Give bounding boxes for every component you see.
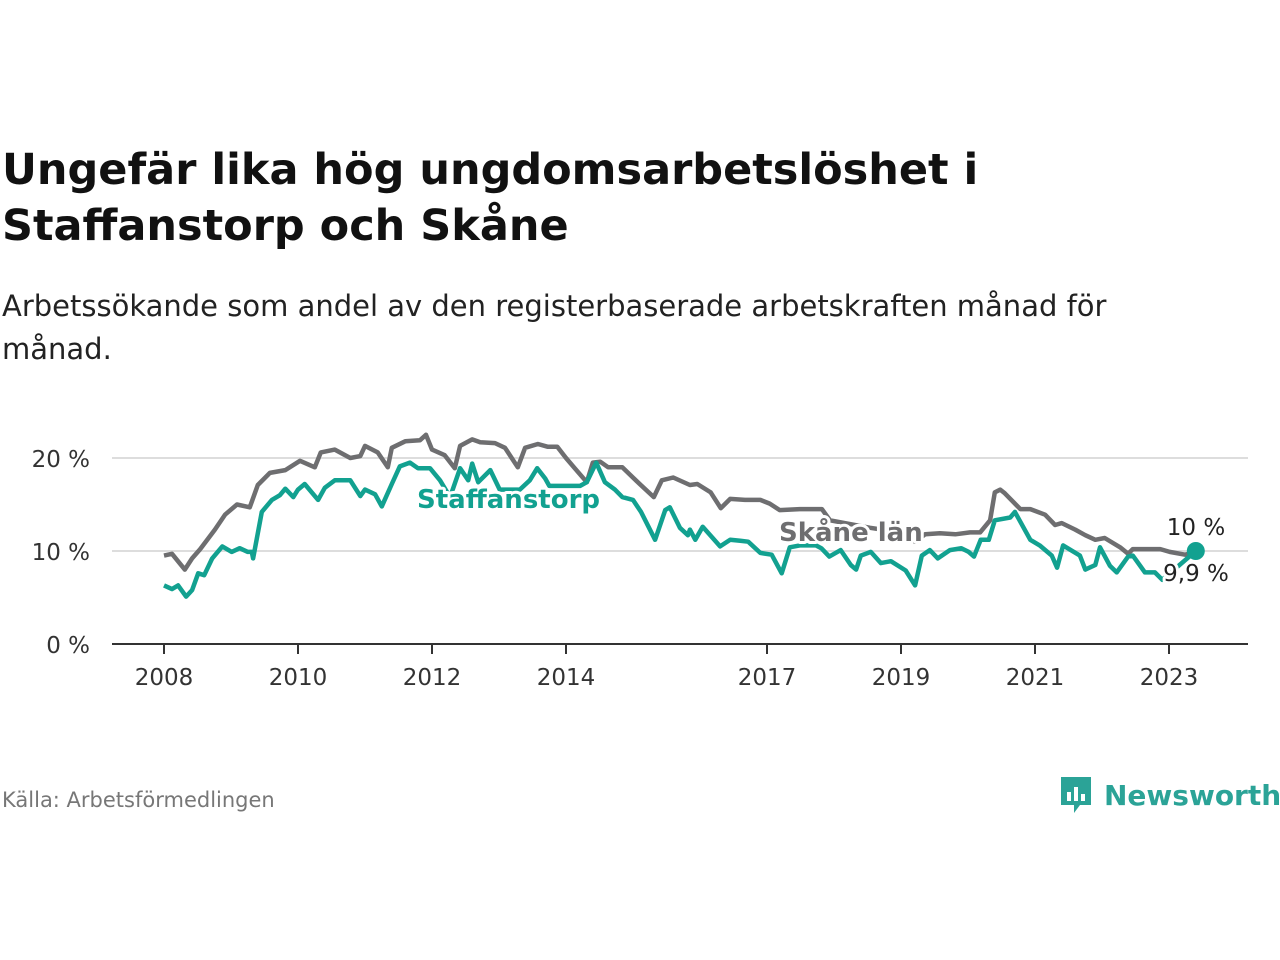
x-tick-label: 2017 — [738, 665, 797, 691]
series-lines — [163, 432, 1205, 599]
series-labels: Staffanstorp Skåne län 10 % 9,9 % — [414, 482, 1232, 590]
chart-title: Ungefär lika hög ungdomsarbetslöshet i S… — [2, 145, 979, 251]
end-point-dot — [1186, 542, 1205, 560]
bar-chart-logo-icon — [1061, 777, 1091, 813]
end-value-skane: 9,9 % — [1163, 561, 1229, 587]
series-line-staffanstorp — [163, 460, 1198, 599]
series-line-skane — [163, 432, 1197, 572]
x-tick-label: 2023 — [1140, 665, 1199, 691]
y-tick-label: 10 % — [32, 540, 90, 566]
end-value-staffanstorp: 10 % — [1167, 515, 1225, 541]
x-tick-label: 2021 — [1006, 665, 1065, 691]
y-axis: 0 % 10 % 20 % — [32, 447, 90, 659]
x-tick-label: 2010 — [269, 665, 328, 691]
series-label-staffanstorp: Staffanstorp — [417, 485, 600, 515]
x-tick-label: 2014 — [537, 665, 596, 691]
brand-name: Newsworthy — [1104, 778, 1280, 812]
source-note: Källa: Arbetsförmedlingen — [2, 788, 275, 812]
x-tick-label: 2008 — [135, 665, 194, 691]
y-tick-label: 0 % — [46, 633, 90, 659]
x-tick-label: 2019 — [872, 665, 931, 691]
gridlines — [112, 457, 1248, 552]
newsworthy-logo[interactable]: Newsworthy — [1058, 774, 1280, 816]
chart-subtitle: Arbetssökande som andel av den registerb… — [2, 289, 1107, 366]
y-tick-label: 20 % — [32, 447, 90, 473]
series-label-skane: Skåne län — [779, 516, 923, 548]
x-axis: 2008 2010 2012 2014 2017 2019 2021 2023 — [112, 643, 1248, 691]
x-tick-label: 2012 — [403, 665, 462, 691]
